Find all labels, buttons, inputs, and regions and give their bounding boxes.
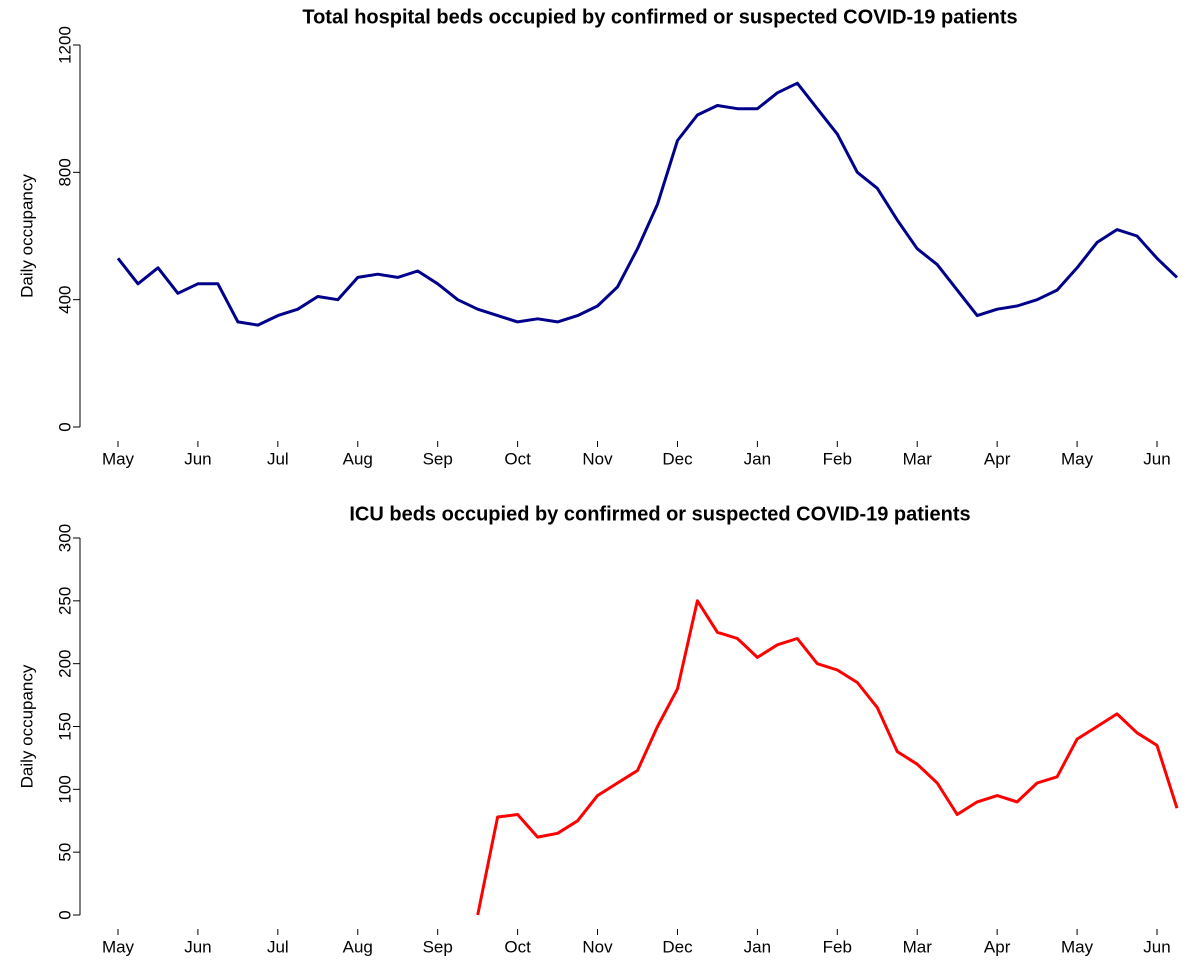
y-tick-label: 0 bbox=[55, 910, 74, 919]
x-tick-label: Feb bbox=[823, 449, 852, 468]
x-tick-label: Aug bbox=[343, 449, 373, 468]
y-axis-label: Daily occupancy bbox=[17, 174, 36, 298]
y-tick-label: 250 bbox=[55, 587, 74, 615]
x-tick-label: Nov bbox=[582, 449, 613, 468]
x-tick-label: Feb bbox=[823, 937, 852, 956]
chart-title: ICU beds occupied by confirmed or suspec… bbox=[349, 503, 970, 525]
x-tick-label: Apr bbox=[984, 937, 1011, 956]
y-tick-label: 1200 bbox=[55, 26, 74, 64]
chart-title: Total hospital beds occupied by confirme… bbox=[302, 6, 1017, 28]
x-tick-label: Jul bbox=[267, 449, 289, 468]
y-axis-label: Daily occupancy bbox=[17, 664, 36, 788]
data-line bbox=[116, 81, 1179, 327]
x-tick-label: Jul bbox=[267, 937, 289, 956]
y-tick-label: 150 bbox=[55, 712, 74, 740]
y-tick-label: 400 bbox=[55, 285, 74, 313]
data-line bbox=[476, 599, 1179, 916]
x-tick-label: Jun bbox=[184, 449, 211, 468]
x-tick-label: Mar bbox=[903, 449, 933, 468]
y-tick-label: 800 bbox=[55, 158, 74, 186]
x-tick-label: Jun bbox=[1143, 937, 1170, 956]
x-tick-label: Oct bbox=[504, 937, 531, 956]
x-tick-label: Sep bbox=[423, 937, 453, 956]
x-tick-label: Dec bbox=[662, 937, 693, 956]
x-tick-label: Sep bbox=[423, 449, 453, 468]
x-tick-label: May bbox=[1061, 937, 1094, 956]
x-tick-label: Apr bbox=[984, 449, 1011, 468]
x-tick-label: Jun bbox=[1143, 449, 1170, 468]
x-tick-label: Jun bbox=[184, 937, 211, 956]
x-tick-label: Dec bbox=[662, 449, 693, 468]
x-tick-label: Nov bbox=[582, 937, 613, 956]
y-tick-label: 100 bbox=[55, 775, 74, 803]
y-tick-label: 300 bbox=[55, 524, 74, 552]
x-tick-label: May bbox=[102, 937, 135, 956]
y-tick-label: 200 bbox=[55, 649, 74, 677]
x-tick-label: Jan bbox=[744, 449, 771, 468]
x-tick-label: Oct bbox=[504, 449, 531, 468]
x-tick-label: Mar bbox=[903, 937, 933, 956]
y-tick-label: 0 bbox=[55, 422, 74, 431]
x-tick-label: May bbox=[102, 449, 135, 468]
x-tick-label: May bbox=[1061, 449, 1094, 468]
x-tick-label: Jan bbox=[744, 937, 771, 956]
x-tick-label: Aug bbox=[343, 937, 373, 956]
y-tick-label: 50 bbox=[55, 843, 74, 862]
